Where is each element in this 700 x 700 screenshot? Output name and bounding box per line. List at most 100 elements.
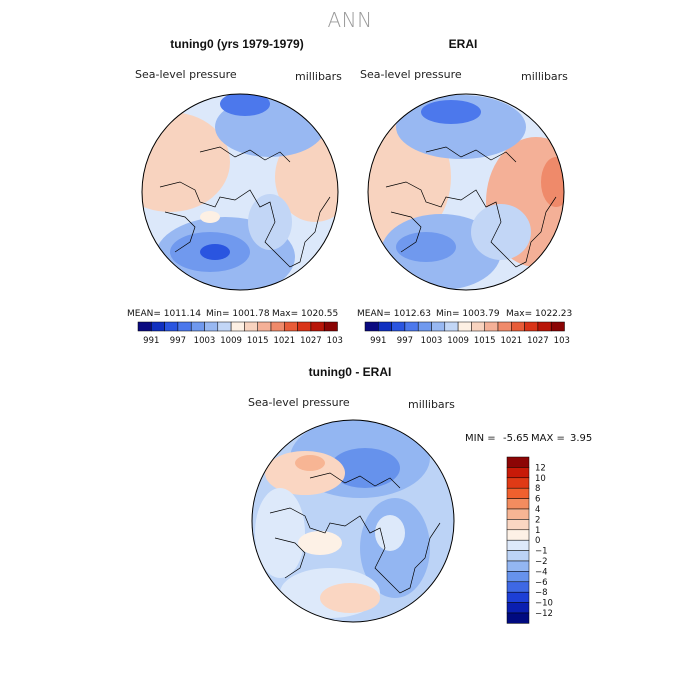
colorbar-diff-tick-label: 12 <box>535 463 546 473</box>
colorbar-obs-tick-label: 1015 <box>474 336 496 346</box>
colorbar-diff-tick-label: 4 <box>535 505 540 515</box>
colorbar-diff-tick-label: 0 <box>535 536 540 546</box>
panel-variable-obs: Sea-level pressure <box>360 68 462 81</box>
stats-min-model: Min= 1001.78 <box>206 309 270 319</box>
panel-title-model: tuning0 (yrs 1979-1979) <box>170 37 304 51</box>
colorbar-diff-tick-label: −2 <box>535 557 548 567</box>
colorbar-obs-swatch <box>537 321 552 332</box>
colorbar-obs-tick-label: 1021 <box>500 336 522 346</box>
panel-variable-diff: Sea-level pressure <box>248 396 350 409</box>
colorbar-diff-tick-label: −1 <box>535 547 548 557</box>
colorbar-model-tick-label: 991 <box>143 336 159 346</box>
colorbar-diff-tick-label: −8 <box>535 588 548 598</box>
colorbar-model-swatch <box>177 321 192 332</box>
colorbar-obs-swatch <box>457 321 472 332</box>
colorbar-model-swatch <box>190 321 205 332</box>
colorbar-diff-tick-label: 6 <box>535 495 540 505</box>
colorbar-obs-swatch <box>417 321 432 332</box>
panel-units-diff: millibars <box>408 398 455 411</box>
colorbar-obs-tick-label: 1009 <box>447 336 469 346</box>
colorbar-model-tick-label: 1027 <box>300 336 322 346</box>
colorbar-obs-swatch <box>511 321 525 332</box>
colorbar-diff-swatch <box>506 477 530 489</box>
stats-mean-obs: MEAN= 1012.63 <box>357 309 431 319</box>
panel-units-obs: millibars <box>521 70 568 83</box>
colorbar-obs-tick-label: 1003 <box>421 336 443 346</box>
stats-max-diff: 3.95 <box>570 433 593 444</box>
colorbar-obs-swatch <box>471 321 485 332</box>
polar-map-obs <box>367 93 565 291</box>
colorbar-model-ticks: 991 997 1003 1009 1015 1021 1027 1033 <box>143 336 343 346</box>
stats-min-diff: -5.65 <box>503 433 529 444</box>
colorbar-diff-swatch <box>506 529 530 541</box>
colorbar-model-swatch <box>270 321 285 332</box>
colorbar-diff-tick-label: 10 <box>535 474 546 484</box>
polar-map-model <box>141 93 339 291</box>
colorbar-obs-swatch <box>497 321 512 332</box>
colorbar-model-tick-label: 1033 <box>327 336 343 346</box>
colorbar-model-tick-label: 1003 <box>194 336 216 346</box>
colorbar-model-swatch <box>297 321 312 332</box>
colorbar-obs-tick-label: 991 <box>370 336 386 346</box>
colorbar-model-swatch <box>137 321 152 332</box>
colorbar-obs-swatch <box>444 321 459 332</box>
colorbar-diff-swatches <box>506 456 530 624</box>
panel-variable-model: Sea-level pressure <box>135 68 237 81</box>
colorbar-model: 991 997 1003 1009 1015 1021 1027 1033 <box>137 321 343 346</box>
colorbar-diff-tick-label: 2 <box>535 515 540 525</box>
polar-map-diff <box>251 419 455 623</box>
colorbar-obs-tick-label: 1033 <box>554 336 570 346</box>
colorbar-obs-swatch <box>484 321 499 332</box>
stats-max-label-diff: MAX = <box>531 433 565 444</box>
colorbar-diff-swatch <box>506 519 530 531</box>
colorbar-diff-tick-label: −4 <box>535 567 548 577</box>
stats-max-obs: Max= 1022.23 <box>506 309 573 319</box>
colorbar-model-swatch <box>217 321 232 332</box>
colorbar-diff-swatch <box>506 487 530 499</box>
colorbar-model-swatch <box>164 321 179 332</box>
colorbar-diff-swatch <box>506 539 530 551</box>
stats-min-label-diff: MIN = <box>465 433 496 444</box>
colorbar-obs-swatch <box>431 321 446 332</box>
colorbar-diff-swatch <box>506 456 530 468</box>
colorbar-model-swatches <box>137 321 338 332</box>
colorbar-model-swatch <box>323 321 338 332</box>
colorbar-diff-swatch <box>506 467 530 479</box>
colorbar-model-tick-label: 1009 <box>220 336 242 346</box>
colorbar-obs-swatch <box>391 321 406 332</box>
colorbar-obs-swatch <box>550 321 565 332</box>
stats-mean-model: MEAN= 1011.14 <box>127 309 201 319</box>
panel-title-obs: ERAI <box>448 37 478 51</box>
colorbar-obs-swatch <box>378 321 392 332</box>
colorbar-obs-tick-label: 1027 <box>527 336 549 346</box>
colorbar-diff-swatch <box>506 498 530 510</box>
colorbar-obs-ticks: 991 997 1003 1009 1015 1021 1027 1033 <box>370 336 570 346</box>
colorbar-model-swatch <box>151 321 165 332</box>
panel-title-diff: tuning0 - ERAI <box>308 365 392 379</box>
stats-max-model: Max= 1020.55 <box>272 309 339 319</box>
colorbar-diff-swatch <box>506 560 530 572</box>
colorbar-model-swatch <box>230 321 245 332</box>
colorbar-obs-swatch <box>404 321 419 332</box>
colorbar-model-swatch <box>204 321 219 332</box>
colorbar-diff-swatch <box>506 550 530 562</box>
colorbar-obs-tick-label: 997 <box>397 336 413 346</box>
colorbar-model-swatch <box>284 321 298 332</box>
colorbar-diff-tick-label: 1 <box>535 526 540 536</box>
panel-units-model: millibars <box>295 70 342 83</box>
colorbar-diff-tick-label: 8 <box>535 484 540 494</box>
colorbar-model-tick-label: 997 <box>170 336 186 346</box>
colorbar-model-swatch <box>257 321 272 332</box>
colorbar-diff-swatch <box>506 508 530 520</box>
stats-min-obs: Min= 1003.79 <box>436 309 500 319</box>
colorbar-obs-swatch <box>524 321 539 332</box>
colorbar-diff-swatch <box>506 581 530 593</box>
colorbar-model-tick-label: 1015 <box>247 336 269 346</box>
figure-title: ANN <box>327 8 373 32</box>
colorbar-diff-tick-label: −10 <box>535 599 553 609</box>
colorbar-diff-swatch <box>506 591 530 603</box>
colorbar-diff-tick-label: −12 <box>535 609 553 619</box>
colorbar-model-swatch <box>310 321 325 332</box>
